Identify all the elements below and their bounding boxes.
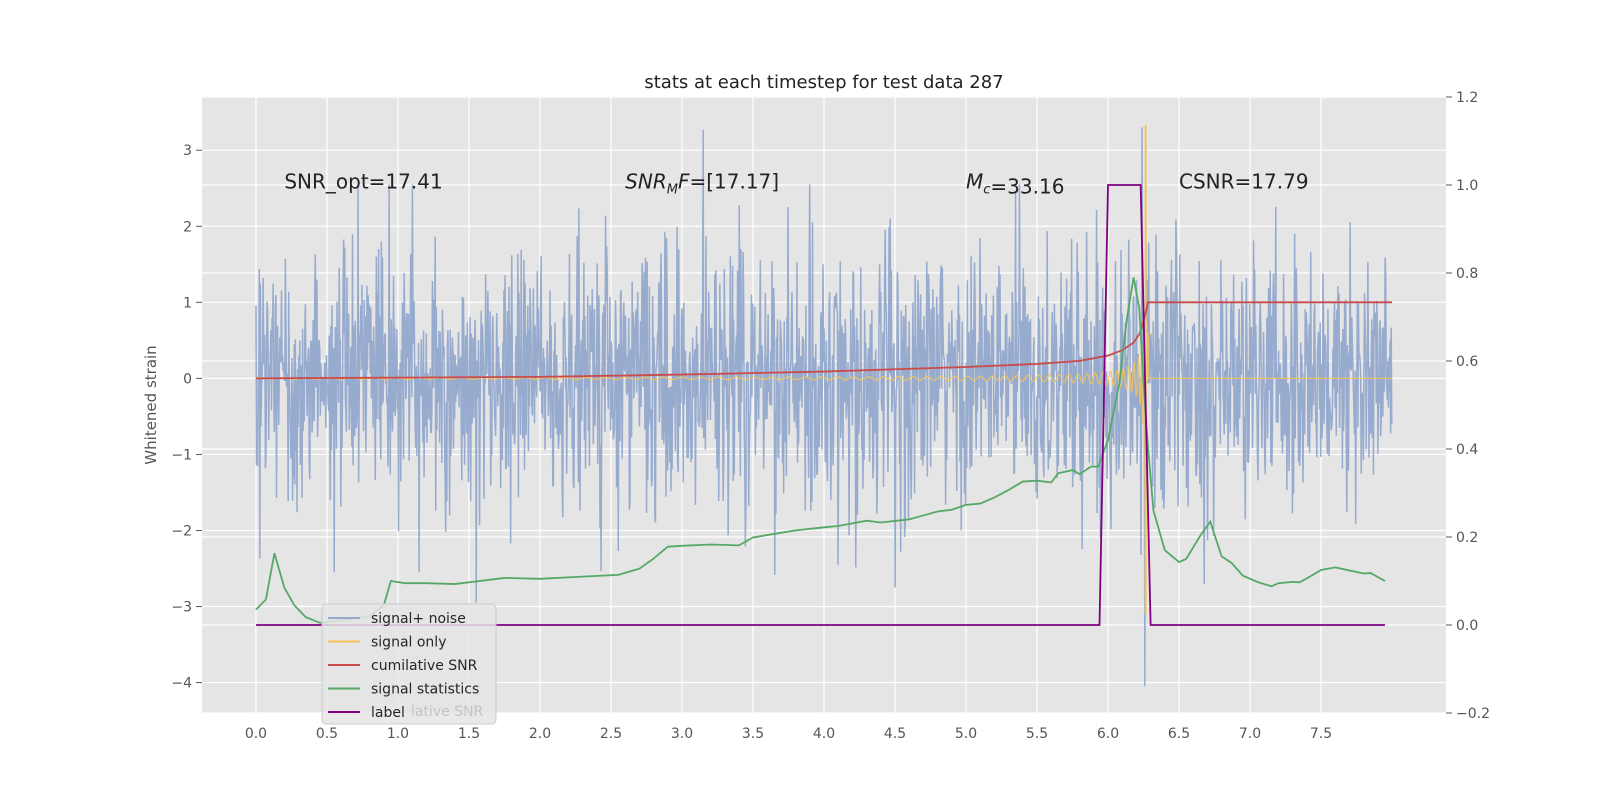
y2-tick-label: 0.6 [1456,354,1478,370]
annotation-snr-mf: SNRMF=[17.17] [625,170,779,198]
legend-box [321,603,497,725]
annotation-math-sub: M [667,183,678,198]
x-tick-label: 6.0 [1097,726,1119,742]
y-tick-label: 0 [183,371,192,387]
x-tick-label: 0.5 [316,726,338,742]
annotation-csnr: CSNR=17.79 [1179,170,1309,194]
x-tick-label: 7.5 [1310,726,1332,742]
y-tick-label: −1 [171,447,192,463]
x-tick-label: 5.5 [1026,726,1048,742]
y2-tick-label: 1.0 [1456,178,1478,194]
annotation-layer: SNR_opt=17.41 SNRMF=[17.17] Mc=33.16 CSNR=1… [284,170,1308,199]
series-signal-statistics [255,277,1386,624]
series-layer [255,125,1393,687]
series-signal-noise [255,127,1393,687]
legend-label: signal only [371,635,446,651]
y2-tick-label: 0.2 [1456,530,1478,546]
series-label [255,184,1385,626]
y-tick-label: −3 [171,600,192,616]
x-tick-label: 3.5 [742,726,764,742]
annotation-snr-opt: SNR_opt=17.41 [284,170,442,194]
y-tick-label: 1 [183,295,192,311]
annotation-math-base: M [966,170,983,194]
y2-tick-label: 0.4 [1456,442,1478,458]
x-tick-label: 4.5 [884,726,906,742]
x-tick-label: 1.0 [387,726,409,742]
y2-tick-label: 1.2 [1456,90,1478,106]
annotation-math-base: SNR [625,170,667,194]
series-cumilative-snr [255,301,1393,380]
x-tick-label: 0.0 [245,726,267,742]
x-tick-label: 5.0 [955,726,977,742]
legend-ghost-text: lative SNR [411,704,484,720]
annotation-value: =[17.17] [689,170,779,194]
tick-layer: 0.0 0.5 1.0 1.5 2.0 2.5 3.0 3.5 4.0 4.5 5.0 5.5 6.0 6… [171,90,1490,742]
x-tick-label: 3.0 [671,726,693,742]
legend: lative SNR signal+ noise signal only cumila… [321,603,497,725]
annotation-mc: Mc=33.16 [966,170,1064,199]
y-tick-label: −2 [171,523,192,539]
legend-label: signal+ noise [371,611,466,627]
y-tick-label: −4 [171,676,192,692]
legend-label: label [371,705,405,721]
legend-label: signal statistics [371,682,479,698]
y2-tick-label: −0.2 [1456,706,1490,722]
x-tick-label: 2.5 [600,726,622,742]
y2-tick-label: 0.0 [1456,618,1478,634]
x-tick-label: 7.0 [1239,726,1261,742]
chart-title: stats at each timestep for test data 287 [644,72,1003,93]
y-axis-label: Whitened strain [142,345,160,464]
legend-label: cumilative SNR [371,658,478,674]
x-tick-label: 2.0 [529,726,551,742]
x-tick-label: 4.0 [813,726,835,742]
x-tick-label: 1.5 [458,726,480,742]
annotation-math-sub: c [983,183,990,198]
y2-tick-label: 0.8 [1456,266,1478,282]
y-tick-label: 3 [183,143,192,159]
y-tick-label: 2 [183,219,192,235]
annotation-value: =33.16 [990,175,1064,199]
annotation-math-tail: F [678,170,690,194]
x-tick-label: 6.5 [1168,726,1190,742]
